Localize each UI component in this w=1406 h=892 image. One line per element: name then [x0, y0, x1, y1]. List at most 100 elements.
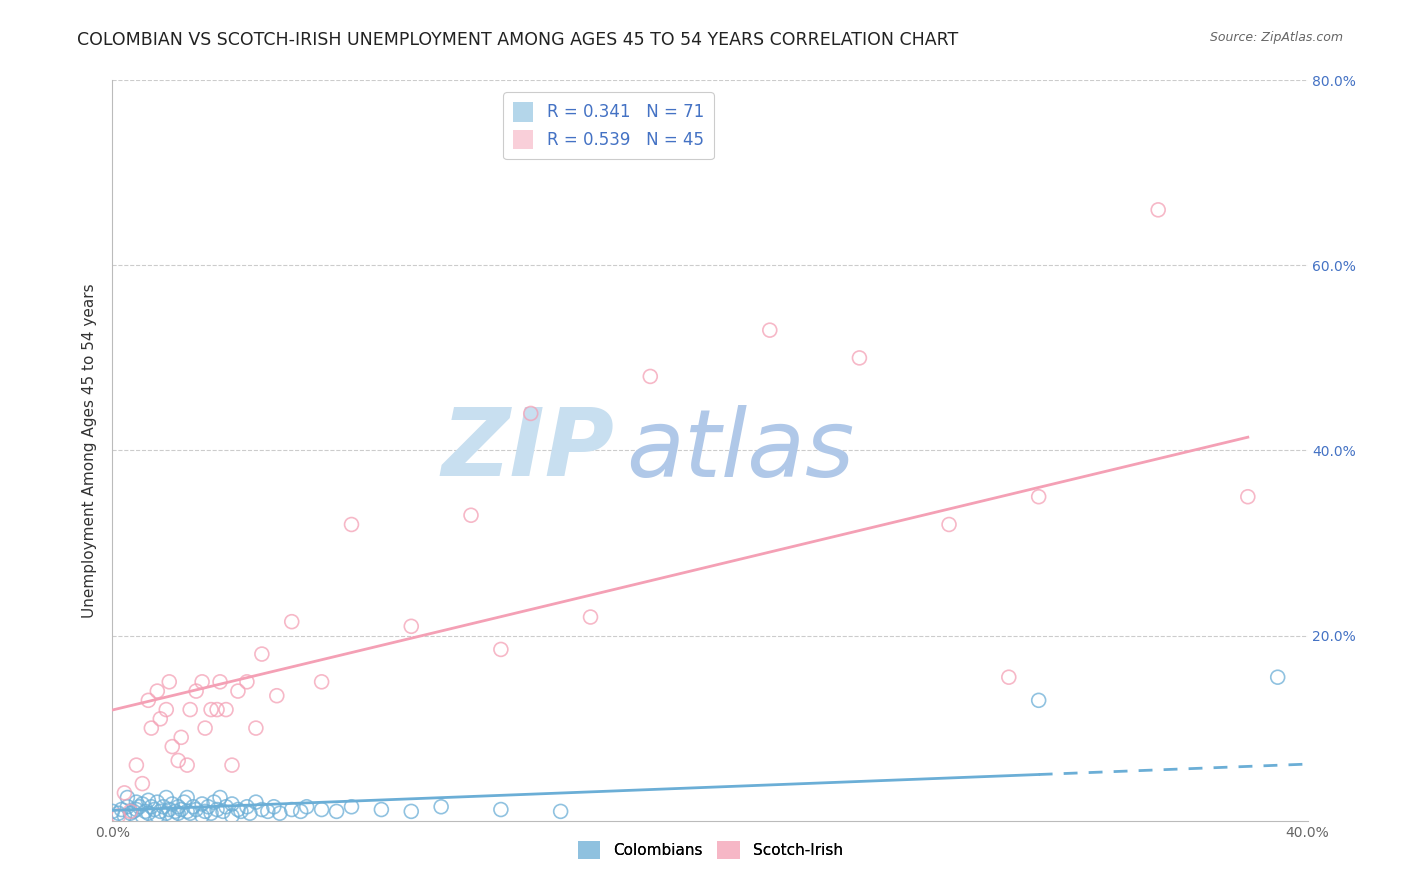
- Point: [197, 799, 219, 814]
- Point: [162, 797, 183, 811]
- Point: [200, 703, 222, 717]
- Point: [1237, 490, 1260, 504]
- Point: [245, 795, 267, 809]
- Point: [152, 799, 174, 814]
- Point: [311, 674, 333, 689]
- Point: [191, 674, 214, 689]
- Point: [179, 806, 201, 821]
- Point: [125, 803, 148, 817]
- Point: [250, 803, 273, 817]
- Point: [117, 799, 139, 814]
- Point: [370, 803, 392, 817]
- Point: [138, 806, 160, 821]
- Point: [125, 795, 148, 809]
- Point: [155, 790, 177, 805]
- Point: [176, 805, 198, 819]
- Point: [281, 803, 304, 817]
- Point: [209, 674, 232, 689]
- Point: [194, 721, 217, 735]
- Point: [131, 809, 153, 823]
- Point: [170, 803, 193, 817]
- Point: [998, 670, 1021, 684]
- Point: [117, 790, 139, 805]
- Point: [229, 805, 252, 819]
- Point: [202, 795, 225, 809]
- Point: [138, 793, 160, 807]
- Point: [131, 797, 153, 811]
- Point: [281, 615, 304, 629]
- Point: [167, 806, 190, 821]
- Legend: Colombians, Scotch-Irish: Colombians, Scotch-Irish: [571, 835, 849, 865]
- Point: [191, 809, 214, 823]
- Point: [165, 805, 187, 819]
- Point: [191, 797, 214, 811]
- Point: [221, 758, 243, 772]
- Text: ZIP: ZIP: [441, 404, 614, 497]
- Point: [550, 805, 572, 819]
- Point: [212, 805, 235, 819]
- Point: [181, 799, 204, 814]
- Point: [120, 805, 142, 819]
- Point: [120, 806, 142, 821]
- Point: [239, 806, 262, 821]
- Point: [640, 369, 662, 384]
- Point: [460, 508, 482, 523]
- Point: [122, 805, 145, 819]
- Point: [340, 517, 363, 532]
- Point: [236, 799, 259, 814]
- Point: [579, 610, 602, 624]
- Point: [138, 693, 160, 707]
- Point: [215, 799, 238, 814]
- Point: [290, 805, 312, 819]
- Point: [141, 799, 163, 814]
- Point: [186, 803, 208, 817]
- Point: [125, 758, 148, 772]
- Point: [263, 799, 285, 814]
- Point: [401, 805, 423, 819]
- Point: [401, 619, 423, 633]
- Point: [430, 799, 453, 814]
- Point: [759, 323, 782, 337]
- Point: [114, 786, 135, 800]
- Point: [1028, 693, 1050, 707]
- Point: [295, 799, 318, 814]
- Point: [938, 517, 960, 532]
- Point: [149, 712, 172, 726]
- Point: [176, 790, 198, 805]
- Point: [520, 407, 543, 421]
- Point: [176, 758, 198, 772]
- Y-axis label: Unemployment Among Ages 45 to 54 years: Unemployment Among Ages 45 to 54 years: [82, 283, 97, 618]
- Point: [162, 739, 183, 754]
- Point: [221, 797, 243, 811]
- Point: [157, 803, 180, 817]
- Point: [162, 809, 183, 823]
- Point: [1147, 202, 1170, 217]
- Point: [146, 684, 169, 698]
- Point: [194, 805, 217, 819]
- Point: [489, 803, 512, 817]
- Text: COLOMBIAN VS SCOTCH-IRISH UNEMPLOYMENT AMONG AGES 45 TO 54 YEARS CORRELATION CHA: COLOMBIAN VS SCOTCH-IRISH UNEMPLOYMENT A…: [77, 31, 959, 49]
- Point: [186, 684, 208, 698]
- Point: [146, 809, 169, 823]
- Point: [149, 805, 172, 819]
- Point: [250, 647, 273, 661]
- Point: [226, 684, 249, 698]
- Point: [146, 795, 169, 809]
- Point: [245, 721, 267, 735]
- Point: [155, 806, 177, 821]
- Point: [489, 642, 512, 657]
- Point: [107, 809, 129, 823]
- Point: [179, 703, 201, 717]
- Text: atlas: atlas: [627, 405, 855, 496]
- Point: [848, 351, 870, 365]
- Point: [143, 803, 166, 817]
- Point: [266, 689, 288, 703]
- Point: [110, 803, 132, 817]
- Point: [134, 805, 156, 819]
- Point: [167, 799, 190, 814]
- Point: [173, 795, 195, 809]
- Point: [141, 721, 163, 735]
- Point: [257, 805, 280, 819]
- Point: [101, 805, 124, 819]
- Point: [1267, 670, 1289, 684]
